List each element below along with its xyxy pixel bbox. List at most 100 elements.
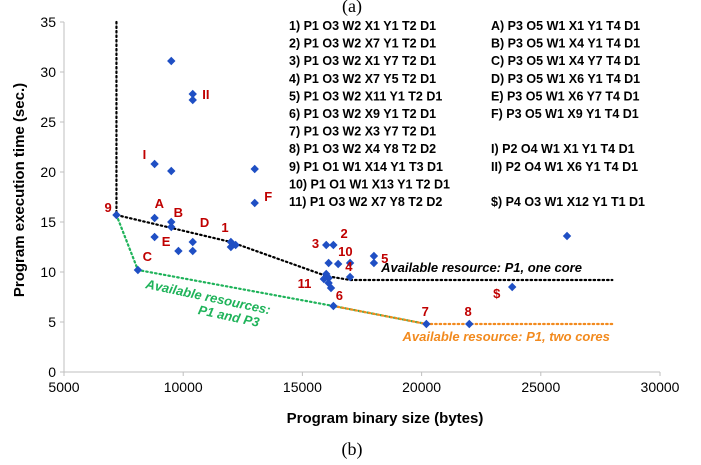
legend-entry: 11) P1 O3 W2 X7 Y8 T2 D2 [289,195,442,209]
legend-entry: 7) P1 O3 W2 X3 Y7 T2 D1 [289,125,436,139]
legend-entry: E) P3 O5 W1 X6 Y7 T4 D1 [491,89,639,103]
legend-entry: 9) P1 O1 W1 X14 Y1 T3 D1 [289,160,443,174]
y-tick-label: 35 [40,14,56,30]
point-label: 7 [422,304,429,319]
data-point [250,164,259,174]
y-tick-label: 15 [40,214,56,230]
legend-entry: $) P4 O3 W1 X12 Y1 T1 D1 [491,195,645,209]
x-tick-label: 30000 [641,379,680,395]
legend-entry: 3) P1 O3 W2 X1 Y7 T2 D1 [289,54,436,68]
legend-entry: II) P2 O4 W1 X6 Y1 T4 D1 [491,160,638,174]
point-label: E [162,234,171,249]
legend-entry: B) P3 O5 W1 X4 Y1 T4 D1 [491,37,640,51]
data-point [319,274,329,284]
data-point [188,246,197,256]
point-label: 5 [381,251,388,266]
data-point [167,217,176,227]
data-point [150,159,159,169]
point-label: 6 [336,288,343,303]
y-tick-label: 0 [48,364,56,380]
data-point [112,210,121,220]
y-tick-label: 25 [40,114,56,130]
data-point [167,56,176,66]
data-point [133,265,143,275]
x-axis-title: Program binary size (bytes) [287,410,484,427]
data-point [369,258,379,268]
data-point [329,301,338,311]
point-label: D [200,215,209,230]
legend: 1) P1 O3 W2 X1 Y1 T2 D1 2) P1 O3 W2 X7 Y1… [289,19,645,209]
legend-entry: 4) P1 O3 W2 X7 Y5 T2 D1 [289,72,436,86]
point-label: I [143,147,147,162]
y-axis-title: Program execution time (sec.) [11,83,28,297]
legend-entry: 6) P1 O3 W2 X9 Y1 T2 D1 [289,107,436,121]
frontier-annotation: Available resource: P1, one core [380,260,582,275]
legend-entry: D) P3 O5 W1 X6 Y1 T4 D1 [491,72,640,86]
point-label: 2 [341,226,348,241]
y-tick-label: 30 [40,64,56,80]
legend-entry: 5) P1 O3 W2 X11 Y1 T2 D1 [289,89,442,103]
y-tick-label: 10 [40,264,56,280]
legend-entry: 1) P1 O3 W2 X1 Y1 T2 D1 [289,19,436,33]
data-points [112,56,572,329]
legend-entry: C) P3 O5 W1 X4 Y7 T4 D1 [491,54,640,68]
point-label: C [143,249,153,264]
x-tick-label: 20000 [402,379,441,395]
point-label: B [174,205,183,220]
point-label: 4 [345,259,353,274]
data-point [333,259,343,269]
data-point [324,258,333,268]
data-point [329,240,338,250]
caption-bottom: (b) [342,439,363,460]
x-tick-label: 10000 [164,379,203,395]
legend-entry: F) P3 O5 W1 X9 Y1 T4 D1 [491,107,639,121]
data-point [369,251,379,261]
point-label: A [155,196,165,211]
data-point [326,283,336,293]
point-label: 10 [338,244,352,259]
frontier-annotations: Available resource: P1, one core Availabl… [143,260,609,344]
legend-entry: 8) P1 O3 W2 X4 Y8 T2 D2 [289,142,436,156]
data-point [562,231,572,241]
data-point [188,95,197,105]
point-label: 9 [105,200,112,215]
point-label: 3 [312,236,319,251]
point-label: 11 [298,276,312,291]
point-label: $ [493,286,501,301]
y-tick-label: 5 [48,314,56,330]
point-label: F [264,189,272,204]
data-point [167,166,176,176]
legend-entry: 10) P1 O1 W1 X13 Y1 T2 D1 [289,177,450,191]
data-point [231,240,240,250]
data-point [167,222,176,232]
legend-entry: I) P2 O4 W1 X1 Y1 T4 D1 [491,142,635,156]
axes: 5000 10000 15000 20000 25000 3000005101520253… [40,14,679,395]
frontier-annotation: Available resource: P1, two cores [402,329,610,344]
frontier-line [115,213,428,326]
data-point [345,258,355,268]
data-point [174,246,183,256]
frontier-line [332,304,614,326]
x-tick-label: 15000 [283,379,322,395]
x-tick-label: 5000 [48,379,79,395]
frontier-line [115,20,614,282]
point-label: II [202,87,209,102]
data-point [507,282,517,292]
x-tick-label: 25000 [521,379,560,395]
y-tick-label: 20 [40,164,56,180]
data-point [150,213,159,223]
data-point [150,232,159,242]
point-label: 8 [465,304,472,319]
data-point [465,319,474,329]
data-point [422,319,431,329]
legend-entry: A) P3 O5 W1 X1 Y1 T4 D1 [491,19,640,33]
data-point [250,198,259,208]
data-point [322,240,331,250]
data-point [188,237,197,247]
caption-top: (a) [342,0,362,17]
data-point [345,272,355,282]
legend-entry: 2) P1 O3 W2 X7 Y1 T2 D1 [289,37,436,51]
data-point [188,89,197,99]
